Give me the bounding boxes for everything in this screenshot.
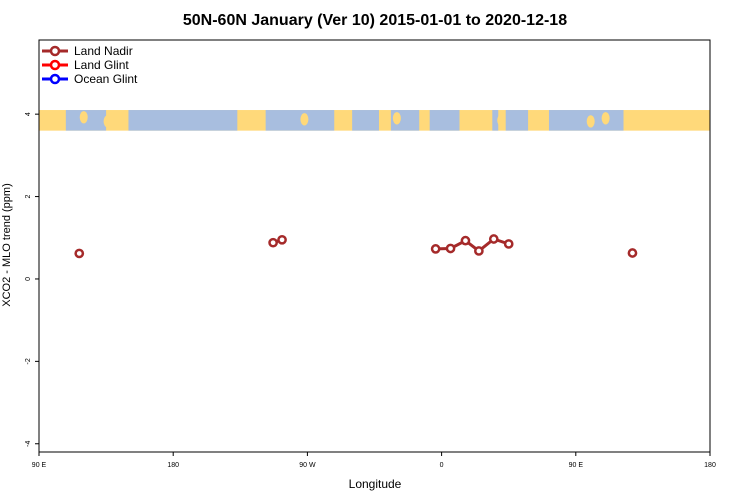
y-tick-label: 2 (25, 195, 32, 199)
data-point (474, 246, 484, 256)
map-ocean-region (548, 110, 624, 131)
map-land-patch (79, 111, 88, 124)
data-point (488, 234, 499, 244)
legend-label-ocean-glint: Ocean Glint (74, 72, 138, 86)
map-land-patch (300, 113, 309, 126)
data-point (430, 244, 441, 254)
map-ocean-region (505, 110, 529, 131)
x-tick-label: 180 (704, 462, 716, 469)
data-point (277, 234, 287, 245)
map-land-patch (103, 115, 112, 128)
map-ocean-region (429, 110, 460, 131)
map-land-patch (586, 115, 595, 128)
map-ocean-region (128, 110, 238, 131)
legend-swatch-land-glint (42, 59, 68, 71)
x-tick-label: 0 (440, 462, 444, 469)
series-layer (74, 234, 638, 259)
legend-item-land-nadir: Land Nadir (40, 44, 137, 58)
legend-label-land-nadir: Land Nadir (74, 44, 133, 58)
x-tick-label: 90 W (299, 462, 316, 469)
legend: Land Nadir Land Glint Ocean Glint (40, 44, 137, 86)
y-axis-label: XCO2 - MLO trend (ppm) (1, 183, 13, 306)
x-axis: 90 E 180 90 W 0 90 E 180 (32, 452, 716, 469)
map-ocean-region (352, 110, 379, 131)
legend-item-land-glint: Land Glint (40, 58, 137, 72)
y-axis: 4 2 0 -2 -4 (25, 112, 39, 447)
series-land-nadir (74, 234, 638, 259)
map-land-patch (601, 112, 610, 125)
chart-title: 50N-60N January (Ver 10) 2015-01-01 to 2… (183, 12, 567, 29)
map-land-patch (392, 112, 401, 125)
legend-swatch-land-nadir (42, 45, 68, 57)
data-point (445, 243, 456, 254)
x-tick-label: 90 E (32, 462, 47, 469)
x-tick-label: 90 E (569, 462, 584, 469)
plot-frame (38, 39, 711, 453)
y-tick-label: -4 (25, 441, 32, 447)
y-tick-label: 0 (25, 277, 32, 281)
map-land-patch (497, 114, 506, 127)
data-point (74, 248, 85, 259)
data-point (627, 248, 638, 258)
y-tick-label: 4 (25, 112, 32, 116)
legend-label-land-glint: Land Glint (74, 58, 129, 72)
x-tick-label: 180 (167, 462, 179, 469)
data-point (503, 239, 514, 249)
data-point (268, 237, 278, 248)
map-ocean-region (492, 110, 499, 131)
data-point (460, 235, 471, 246)
x-axis-label: Longitude (349, 477, 402, 491)
map-ocean-region (265, 110, 335, 131)
world-map-strip (39, 110, 710, 131)
legend-swatch-ocean-glint (42, 73, 68, 85)
y-tick-label: -2 (25, 358, 32, 364)
legend-item-ocean-glint: Ocean Glint (40, 72, 137, 86)
